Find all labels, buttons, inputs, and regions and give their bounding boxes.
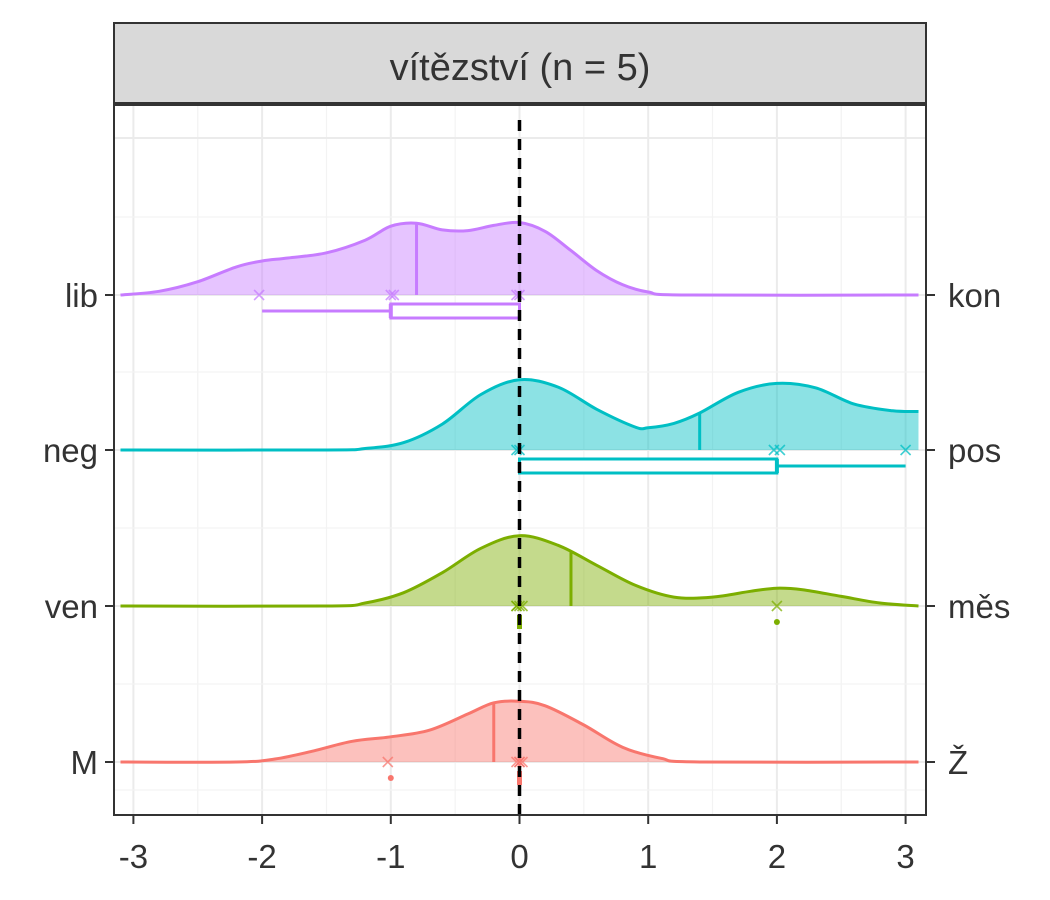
data-point [253, 289, 265, 301]
density-line [120, 220, 919, 297]
box-body [518, 457, 779, 475]
box-outlier [773, 619, 780, 625]
density-line [120, 377, 919, 452]
y-axis-left: lib neg ven M [43, 277, 114, 781]
x-tick-label: 1 [639, 838, 657, 875]
data-point [388, 289, 400, 301]
x-tick-label: 2 [768, 838, 786, 875]
x-axis: -3 -2 -1 0 1 2 3 [119, 815, 915, 875]
box-body [389, 302, 521, 320]
data-point [768, 444, 780, 456]
y-label-měs: měs [948, 588, 1010, 625]
facet-strip-background [113, 22, 927, 104]
data-point [900, 444, 912, 456]
density-line [120, 699, 919, 764]
x-tick-label: 3 [896, 838, 914, 875]
y-label-ven: ven [45, 588, 98, 625]
density-area [120, 535, 919, 607]
box-outlier [387, 775, 394, 781]
y-axis-right: kon pos měs Ž [926, 277, 1010, 781]
y-label-M: M [71, 744, 99, 781]
y-label-Ž: Ž [948, 744, 968, 781]
data-point [382, 756, 394, 768]
facet-strip: vítězství (n = 5) [113, 22, 927, 104]
data-point [510, 756, 523, 768]
data-point [513, 756, 526, 768]
y-label-neg: neg [43, 432, 98, 469]
data-point [385, 289, 397, 301]
facet-title: vítězství (n = 5) [390, 47, 651, 89]
y-label-pos: pos [948, 432, 1001, 469]
box-collapsed [517, 771, 522, 785]
y-label-lib: lib [65, 277, 98, 314]
y-label-kon: kon [948, 277, 1001, 314]
data-point [771, 600, 783, 612]
x-tick-label: 0 [510, 838, 528, 875]
x-tick-label: -2 [247, 838, 276, 875]
density-line [120, 534, 919, 608]
x-tick-label: -1 [376, 838, 405, 875]
x-tick-label: -3 [119, 838, 148, 875]
